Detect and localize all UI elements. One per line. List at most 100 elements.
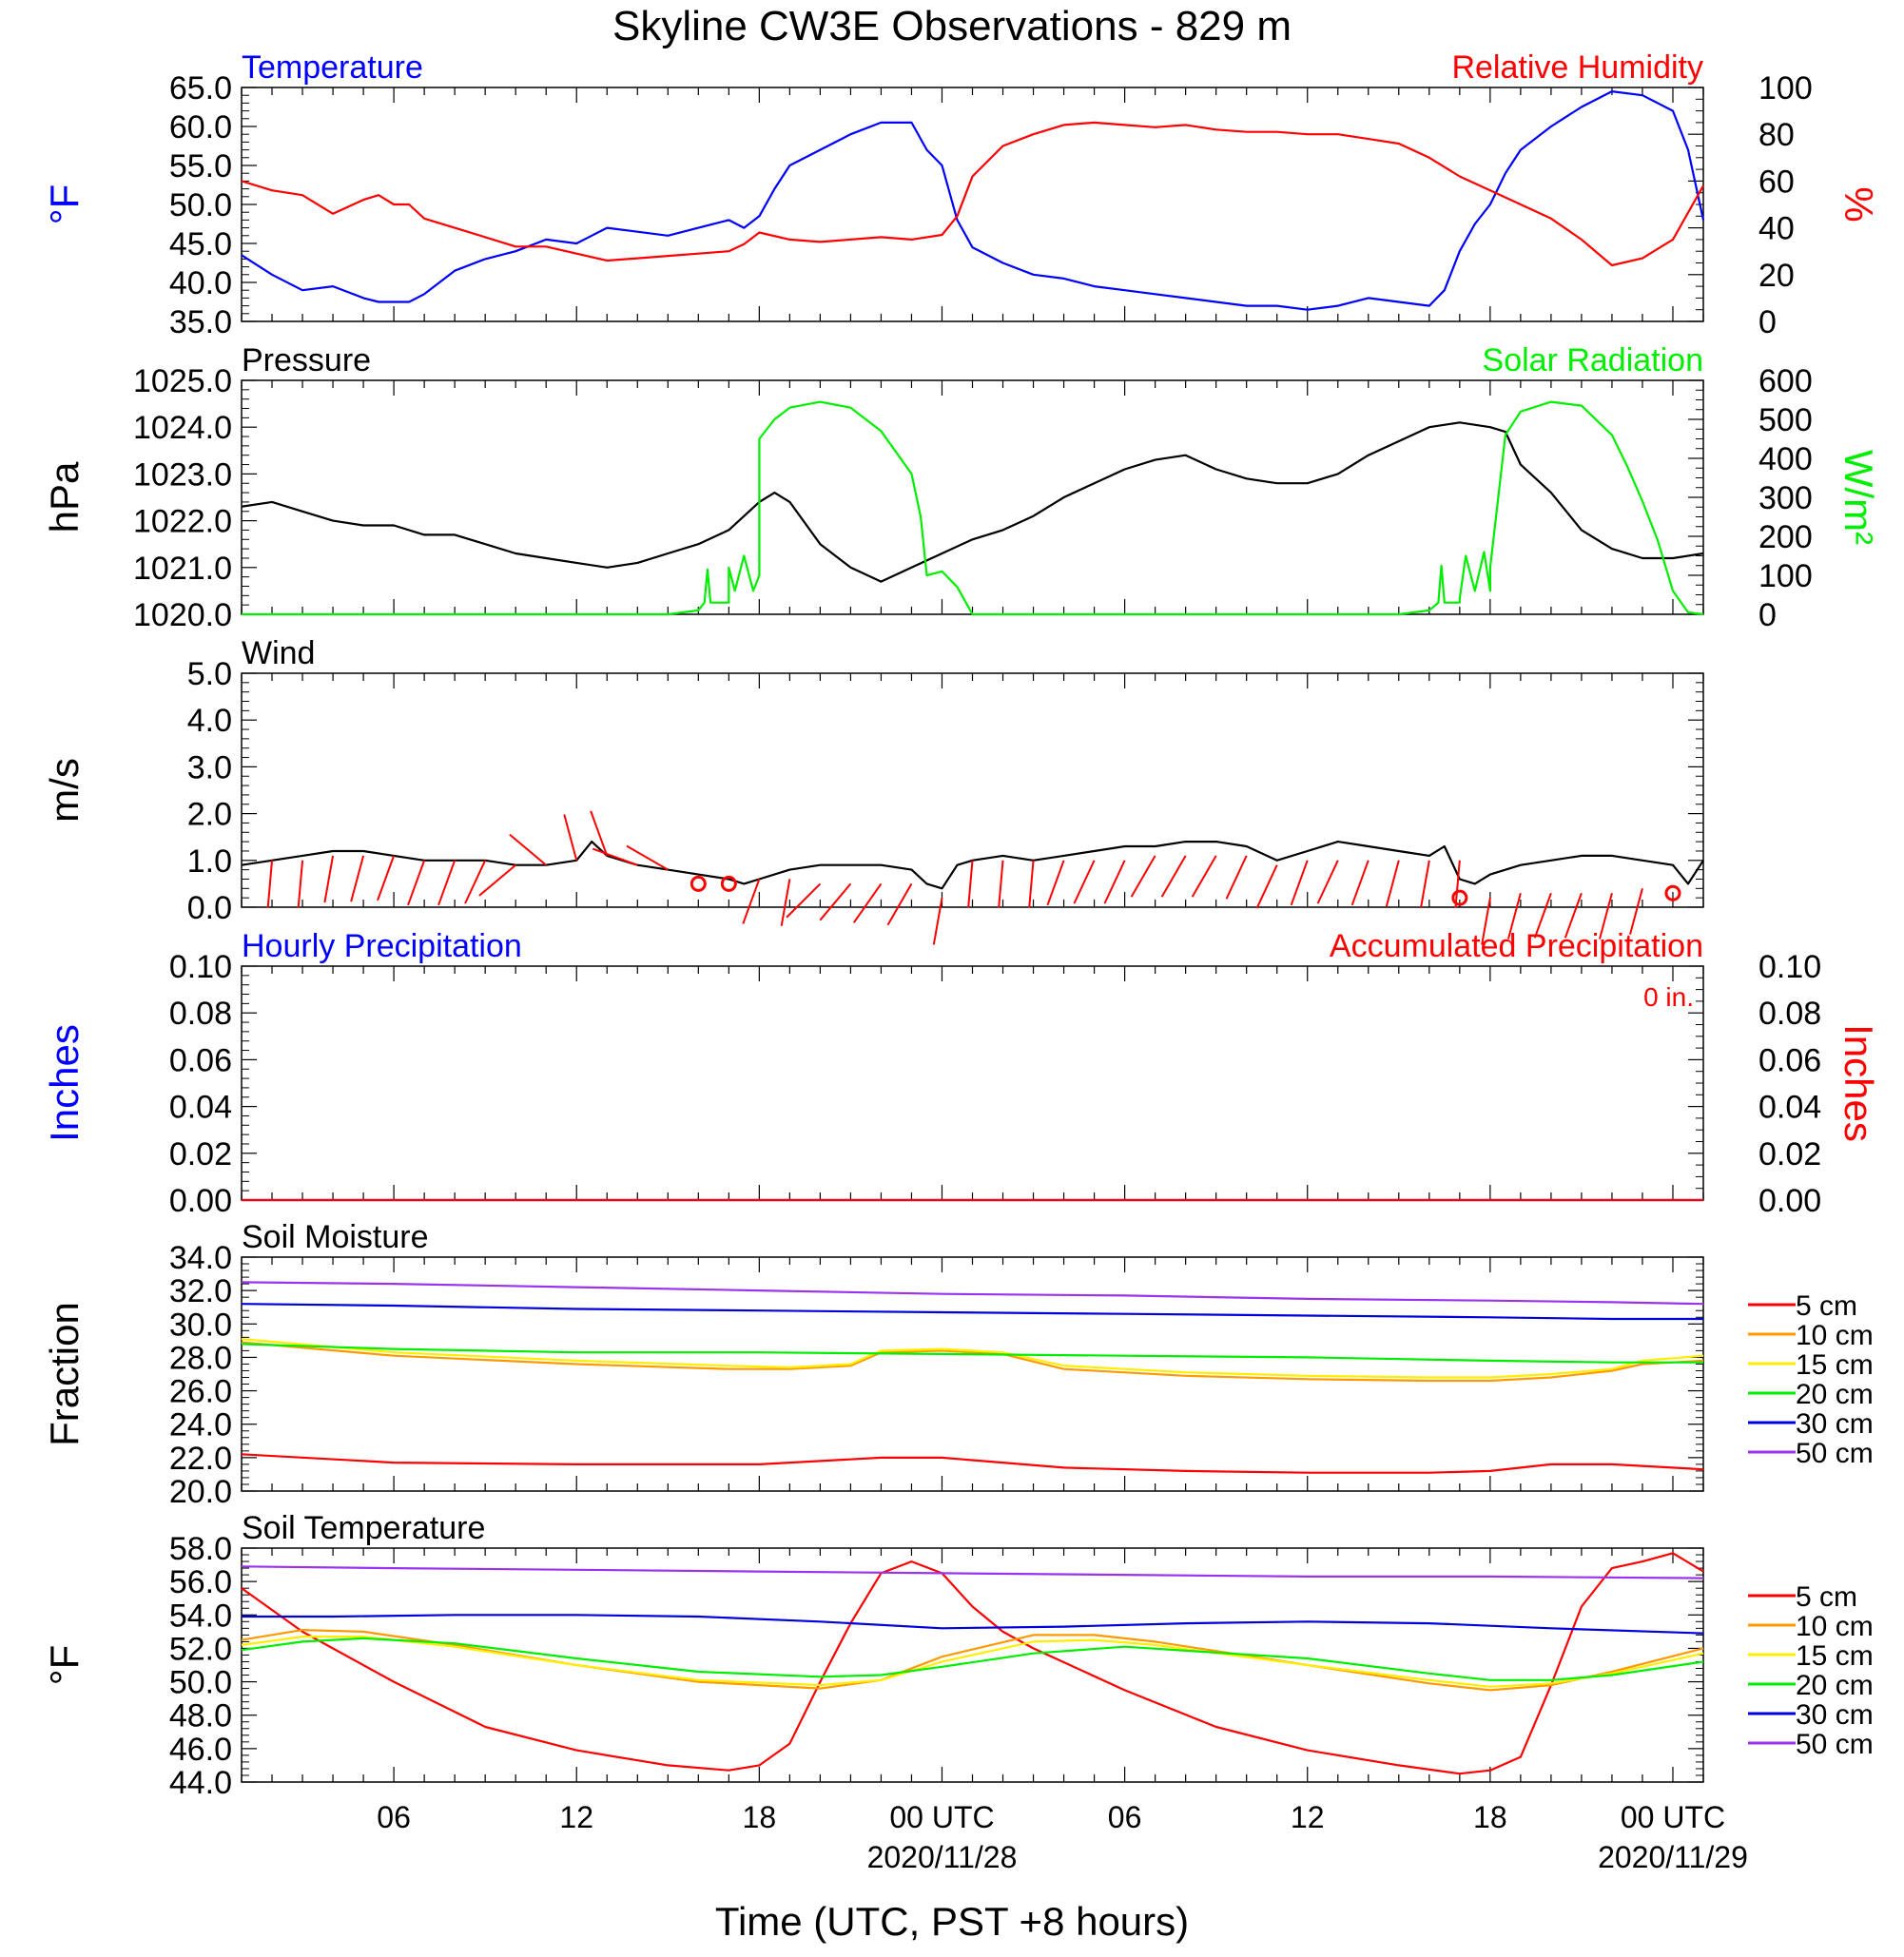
panel-4-ylabel-left-tick: 28.0	[169, 1340, 232, 1376]
panel-2-title-left: Wind	[242, 635, 315, 671]
wind-barb	[509, 833, 547, 866]
wind-barb	[1506, 892, 1522, 940]
wind-barb	[1420, 860, 1430, 908]
panel-5-ylabel-left-tick: 52.0	[169, 1631, 232, 1667]
panel-1-axis-title-right: W/m²	[1836, 450, 1881, 545]
panel-5-series-10-cm	[241, 1628, 1704, 1692]
panel-0-ylabel-left-tick: 35.0	[169, 304, 232, 340]
panel-4-ylabel-left-tick: 34.0	[169, 1240, 232, 1276]
panel-0-ylabel-left-tick: 40.0	[169, 265, 232, 301]
panel-1-ylabel-right-tick: 100	[1758, 558, 1813, 594]
panel-4-ylabel-left-tick: 30.0	[169, 1307, 232, 1343]
panel-0-axis-title-right: %	[1836, 186, 1881, 222]
x-tick-label: 00 UTC	[889, 1800, 994, 1834]
x-tick-label: 00 UTC	[1621, 1800, 1725, 1834]
panel-5-series-30-cm	[242, 1614, 1704, 1635]
panel-3-ylabel-right-tick: 0.02	[1758, 1136, 1821, 1172]
wind-barb	[1160, 855, 1187, 898]
panel-5-ylabel-left-tick: 48.0	[169, 1698, 232, 1734]
wind-barb	[780, 879, 791, 926]
panel-3-total-label: 0 in.	[1643, 982, 1694, 1012]
panel-5-ylabel-left-tick: 46.0	[169, 1732, 232, 1768]
panel-2-ylabel-left-tick: 1.0	[187, 843, 232, 880]
panel-5-series-20-cm	[241, 1637, 1704, 1681]
panel-4-legend-label: 5 cm	[1796, 1290, 1857, 1322]
wind-barb	[1350, 860, 1370, 906]
wind-barb	[377, 855, 396, 901]
wind-barb	[1385, 860, 1400, 907]
wind-barb	[407, 860, 426, 906]
wind-barb	[819, 882, 852, 921]
panel-1-ylabel-left-tick: 1022.0	[133, 504, 232, 540]
wind-barb	[1454, 860, 1461, 908]
wind-calm-circle	[1664, 884, 1681, 901]
panel-3-axis-title-left: Inches	[42, 1024, 87, 1142]
panel-1-ylabel-left-tick: 1021.0	[133, 551, 232, 587]
wind-barb	[1225, 855, 1248, 900]
panel-1-ylabel-right-tick: 200	[1758, 519, 1813, 555]
wind-barb	[437, 860, 457, 906]
x-tick-label: 06	[377, 1800, 411, 1834]
panel-4-ylabel-left-tick: 24.0	[169, 1407, 232, 1444]
panel-4-series-15-cm	[241, 1338, 1704, 1379]
panel-2-ylabel-left-tick: 4.0	[187, 703, 232, 739]
panel-1-ylabel-right-tick: 400	[1758, 441, 1813, 477]
panel-4-frame	[241, 1256, 1704, 1492]
panel-1-ylabel-right-tick: 300	[1758, 480, 1813, 516]
panel-3-ylabel-right-tick: 0.04	[1758, 1090, 1821, 1126]
panel-5-series-5-cm	[241, 1552, 1704, 1775]
wind-barb	[464, 860, 487, 904]
wind-barb	[1599, 892, 1613, 940]
wind-barb	[1629, 888, 1643, 935]
panel-1-ylabel-left-tick: 1020.0	[133, 597, 232, 633]
x-tick-label: 18	[1473, 1800, 1507, 1834]
panel-5-series-50-cm	[241, 1565, 1704, 1579]
panel-4-legend-label: 10 cm	[1796, 1320, 1874, 1351]
wind-barb	[323, 855, 335, 903]
panel-5-ylabel-left-tick: 54.0	[169, 1598, 232, 1634]
wind-barb	[1191, 855, 1217, 898]
wind-barb	[1255, 864, 1278, 909]
panel-3-ylabel-left-tick: 0.08	[169, 996, 232, 1032]
panel-5-legend-label: 20 cm	[1796, 1670, 1874, 1701]
panel-5-ylabel-left-tick: 44.0	[169, 1765, 232, 1801]
wind-barb	[590, 810, 609, 857]
panel-0-ylabel-right-tick: 0	[1758, 304, 1777, 340]
panel-4-legend-label: 20 cm	[1796, 1379, 1874, 1410]
panel-3-ylabel-left-tick: 0.06	[169, 1042, 232, 1078]
wind-barb	[886, 882, 913, 926]
wind-barb	[1290, 860, 1309, 906]
panel-3-title-right: Accumulated Precipitation	[1330, 928, 1703, 964]
figure-title: Skyline CW3E Observations - 829 m	[612, 3, 1292, 49]
wind-barb	[967, 860, 974, 908]
panel-5-legend-label: 50 cm	[1796, 1729, 1874, 1760]
panel-4-ylabel-left-tick: 22.0	[169, 1441, 232, 1477]
panel-3-ylabel-right-tick: 0.08	[1758, 996, 1821, 1032]
panel-5-axis-title-left: °F	[42, 1645, 87, 1685]
x-tick-date-label: 2020/11/29	[1598, 1840, 1748, 1874]
wind-barb	[1130, 855, 1156, 898]
x-tick-label: 12	[559, 1800, 593, 1834]
panel-4-series-50-cm	[241, 1281, 1704, 1306]
panel-2-ylabel-left-tick: 0.0	[187, 890, 232, 926]
wind-barb	[626, 844, 669, 871]
panel-5-legend-label: 5 cm	[1796, 1581, 1857, 1613]
panel-2-ylabel-left-tick: 3.0	[187, 749, 232, 785]
wind-calm-circle	[1451, 889, 1468, 906]
panel-4-series-30-cm	[241, 1303, 1703, 1321]
wind-barb	[1046, 860, 1065, 906]
wind-barb	[932, 897, 943, 945]
panel-3-ylabel-left-tick: 0.00	[169, 1183, 232, 1219]
panel-3-ylabel-right-tick: 0.06	[1758, 1042, 1821, 1078]
wind-barb	[563, 814, 578, 862]
x-tick-label: 12	[1291, 1800, 1325, 1834]
panel-0-ylabel-left-tick: 65.0	[169, 70, 232, 107]
wind-barb	[786, 882, 822, 919]
panel-5-ylabel-left-tick: 58.0	[169, 1531, 232, 1567]
panel-0-ylabel-left-tick: 60.0	[169, 109, 232, 145]
panel-5-series-15-cm	[241, 1635, 1704, 1688]
panel-4-series-5-cm	[241, 1453, 1704, 1474]
panel-1-ylabel-left-tick: 1025.0	[133, 363, 232, 399]
panel-4-legend-label: 15 cm	[1796, 1349, 1874, 1381]
